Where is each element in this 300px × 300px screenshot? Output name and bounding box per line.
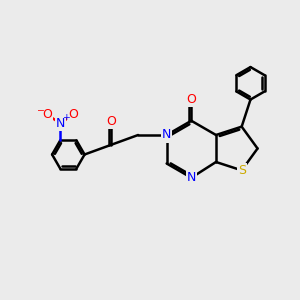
Text: N: N [162,128,171,142]
Text: S: S [238,164,246,177]
Text: N: N [56,117,65,130]
Text: N: N [187,171,196,184]
Text: O: O [186,93,196,106]
Text: O: O [68,108,78,121]
Text: O: O [106,116,116,128]
Text: −: − [37,105,45,114]
Text: O: O [42,108,52,121]
Text: +: + [62,113,70,122]
